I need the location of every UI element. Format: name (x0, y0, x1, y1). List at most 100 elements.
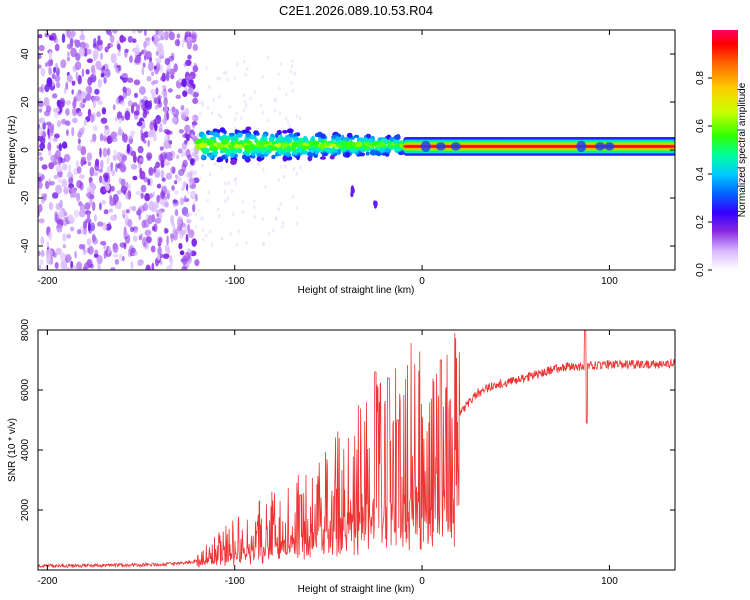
spectrogram-cell (110, 162, 114, 168)
spectrogram-cell (279, 202, 283, 207)
spectrogram-cell (346, 132, 353, 138)
spectrogram-cell (154, 201, 159, 209)
spectrogram-x-tick-label: -200 (37, 276, 57, 287)
spectrogram-cell (121, 73, 128, 78)
spectrogram-cell (155, 87, 159, 95)
spectrogram-cell (261, 147, 266, 152)
spectrogram-cell (102, 147, 108, 158)
spectrogram-cell (218, 76, 222, 81)
spectrogram-cell (266, 118, 269, 123)
spectrogram-cell (67, 51, 70, 57)
spectrogram-cell (90, 113, 94, 123)
spectrogram-cell (261, 74, 264, 79)
spectrogram-cell (101, 200, 106, 205)
spectrogram-cell (201, 154, 205, 160)
spectrogram-cell (41, 174, 45, 180)
spectrogram-cell (217, 214, 221, 218)
spectrogram-cell (142, 236, 147, 247)
spectrogram-cell (192, 91, 199, 98)
spectrogram-cell (107, 43, 114, 48)
spectrogram-cell (111, 169, 116, 177)
spectrogram-cell (286, 128, 294, 134)
spectrogram-cell (162, 117, 168, 125)
spectrogram-cell (185, 212, 190, 218)
spectrogram-cell (242, 129, 250, 134)
spectrogram-cell (80, 146, 87, 156)
spectrogram-cell (176, 33, 181, 39)
spectrogram-cell (110, 53, 117, 64)
spectrogram-cell (108, 208, 114, 213)
spectrogram-cell (164, 58, 170, 66)
spectrogram-cell (186, 36, 193, 42)
spectrogram-cell (182, 90, 188, 97)
spectrogram-cell (268, 136, 275, 142)
spectrogram-cell (285, 92, 288, 97)
colorbar-tick-label: 0.0 (695, 263, 706, 277)
spectrogram-cell (219, 127, 226, 133)
spectrogram-cell (224, 181, 227, 186)
spectrogram-cell (112, 244, 119, 253)
spectrogram-cell (191, 115, 195, 120)
spectrogram-cell (128, 182, 131, 192)
spectrogram-cell (94, 249, 99, 255)
spectrogram-cell (256, 141, 260, 146)
spectrogram-cell (192, 199, 196, 204)
spectrogram-cell (117, 64, 122, 72)
spectrogram-y-tick-label: 0 (20, 147, 31, 153)
spectrogram-cell (137, 145, 144, 154)
spectrogram-cell (279, 62, 283, 66)
spectrogram-cell (387, 140, 392, 146)
spectrogram-cell (311, 135, 315, 142)
spectrogram-cell (278, 86, 281, 91)
spectrogram-cell (138, 235, 143, 241)
spectrogram-cell (55, 165, 63, 173)
spectrogram-cell (121, 256, 125, 262)
spectrogram-cell (170, 214, 175, 225)
spectrogram-cell (38, 181, 43, 190)
colorbar-tick-label: 0.6 (695, 119, 706, 133)
spectrogram-cell (48, 162, 55, 170)
spectrogram-cell (159, 197, 166, 206)
spectrogram-cell (165, 172, 173, 180)
spectrogram-cell (286, 120, 290, 125)
spectrogram-cell (151, 214, 156, 223)
spectrogram-cell (89, 222, 96, 232)
spectrogram-cell (181, 78, 187, 88)
spectrogram-cell (55, 81, 61, 89)
spectrogram-cell (38, 108, 43, 113)
spectrogram-cell (58, 178, 62, 184)
spectrogram-cell (122, 131, 125, 142)
spectrogram-cell (295, 171, 299, 176)
spectrogram-cell (48, 51, 52, 61)
spectrogram-cell (264, 184, 267, 189)
spectrogram-cell (112, 154, 117, 161)
spectrogram-cell (329, 143, 333, 147)
spectrogram-cell (198, 112, 202, 117)
spectrogram-cell (274, 216, 278, 221)
spectrogram-cell (157, 246, 162, 256)
spectrogram-cell (179, 229, 186, 236)
spectrogram-cell (94, 88, 100, 95)
spectrogram-cell (109, 34, 115, 44)
spectrogram-cell (52, 93, 58, 99)
spectrogram-cell (163, 140, 171, 150)
spectrogram-cell (85, 218, 92, 224)
spectrogram-cell (222, 138, 229, 144)
spectrogram-cell (344, 152, 351, 158)
spectrogram-cell (204, 233, 208, 238)
spectrogram-cell (192, 203, 196, 213)
spectrogram-cell (124, 212, 129, 222)
spectrogram-cell (295, 114, 299, 119)
spectrogram-cell (130, 150, 137, 157)
spectrogram-cell (119, 36, 127, 43)
spectrogram-cell (185, 59, 192, 66)
spectrogram-cell (292, 167, 296, 172)
spectrogram-cell (123, 242, 127, 250)
spectrogram-cell (153, 97, 160, 104)
spectrogram-cell (277, 148, 282, 155)
spectrogram-cell (372, 141, 379, 145)
spectrogram-cell (270, 146, 276, 151)
spectrogram-cell (67, 214, 74, 222)
spectrogram-cell (71, 80, 76, 86)
